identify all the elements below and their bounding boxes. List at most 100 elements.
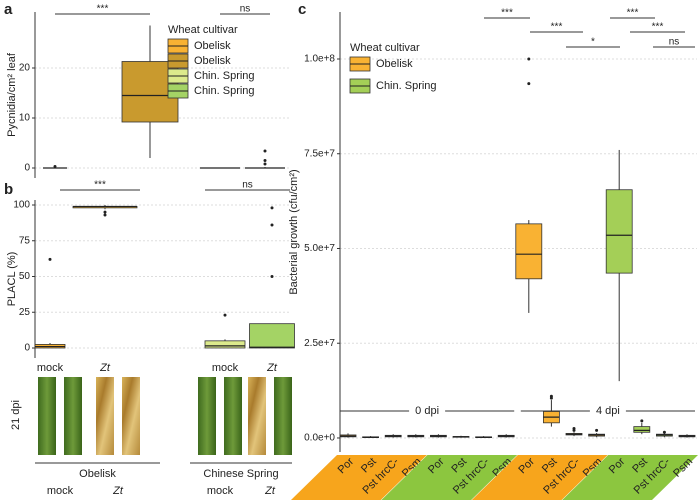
- box-plot: [543, 394, 560, 427]
- outlier: [263, 149, 267, 153]
- box-plot: [588, 428, 605, 438]
- cultivar-band: [291, 455, 427, 500]
- x-tick-label: mock: [37, 362, 64, 374]
- x-tick-label: Zt: [99, 362, 111, 374]
- group-label-bg: [409, 404, 446, 418]
- box: [249, 323, 295, 349]
- group-label: 4 dpi: [596, 405, 620, 417]
- outlier: [595, 428, 599, 432]
- y-tick-label: 100: [13, 200, 30, 211]
- box: [515, 223, 543, 280]
- leaf-image: [274, 377, 292, 455]
- significance-label: ns: [240, 4, 251, 15]
- y-tick-label: 20: [19, 63, 31, 74]
- significance-label: ***: [627, 8, 639, 19]
- outlier: [527, 82, 531, 86]
- box-plot: [515, 57, 543, 313]
- outlier: [103, 210, 107, 214]
- significance-label: ***: [94, 180, 106, 191]
- box-plot: [497, 434, 515, 438]
- box-plot: [565, 427, 583, 437]
- box: [605, 189, 633, 274]
- y-tick-label: 1.0e+8: [304, 54, 335, 65]
- group-label-bg: [589, 404, 626, 418]
- leaf-image: [38, 377, 56, 455]
- leaf-image: [64, 377, 82, 455]
- cultivar-band: [562, 455, 698, 500]
- box-plot: [633, 419, 651, 435]
- leaf-image: [248, 377, 266, 455]
- x-tick-label: mock: [212, 362, 239, 374]
- box-plot: [245, 149, 285, 169]
- treatment-label: mock: [207, 485, 234, 497]
- box-plot: [34, 257, 66, 349]
- y-axis-label: PLACL (%): [6, 252, 18, 307]
- x-tick-label: Zt: [266, 362, 278, 374]
- significance-label: ***: [551, 22, 563, 33]
- cultivar-band: [471, 455, 608, 500]
- outlier: [48, 257, 52, 261]
- y-tick-label: 2.5e+7: [304, 338, 335, 349]
- outlier: [270, 223, 274, 227]
- leaf-image: [224, 377, 242, 455]
- outlier: [572, 427, 576, 431]
- outlier: [223, 313, 227, 317]
- legend-label: Obelisk: [376, 58, 413, 70]
- box-plot: [72, 205, 138, 217]
- box-plot: [475, 436, 493, 438]
- significance-label: ns: [242, 180, 253, 191]
- box-plot: [362, 436, 380, 438]
- significance-label: ***: [97, 4, 109, 15]
- significance-label: ***: [652, 22, 664, 33]
- box-plot: [43, 165, 67, 169]
- treatment-label: mock: [47, 485, 74, 497]
- box-plot: [204, 313, 246, 349]
- y-tick-label: 0: [24, 163, 30, 174]
- outlier: [270, 274, 274, 278]
- y-axis-label: Pycnidia/cm² leaf: [6, 52, 18, 137]
- treatment-label: Zt: [264, 485, 276, 497]
- outlier: [263, 162, 267, 166]
- cultivar-label: Obelisk: [79, 468, 116, 480]
- y-axis-label: Bacterial growth (cfu/cm²): [288, 169, 300, 294]
- box-plot: [249, 206, 295, 349]
- legend-label: Chin. Spring: [376, 80, 437, 92]
- box-plot: [678, 434, 696, 438]
- y-tick-label: 75: [19, 235, 31, 246]
- panel-label: a: [4, 1, 13, 18]
- y-tick-label: 0: [24, 343, 30, 354]
- box: [204, 340, 246, 349]
- significance-label: ***: [501, 8, 513, 19]
- treatment-label: Zt: [112, 485, 124, 497]
- legend-title: Wheat cultivar: [350, 42, 420, 54]
- y-tick-label: 5.0e+7: [304, 243, 335, 254]
- legend-title: Wheat cultivar: [168, 24, 238, 36]
- panel-label: b: [4, 181, 13, 198]
- box-plot: [407, 434, 425, 438]
- cultivar-label: Chinese Spring: [203, 468, 278, 480]
- y-tick-label: 7.5e+7: [304, 148, 335, 159]
- outlier: [53, 165, 57, 168]
- group-label: 0 dpi: [415, 405, 439, 417]
- box-plot: [452, 435, 470, 438]
- leaf-image: [198, 377, 216, 455]
- legend-label: Chin. Spring: [194, 70, 255, 82]
- box-plot: [429, 434, 447, 438]
- outlier: [662, 430, 666, 434]
- y-tick-label: 0.0e+0: [304, 433, 335, 444]
- outlier: [263, 159, 267, 162]
- legend-label: Chin. Spring: [194, 85, 255, 97]
- outlier: [549, 394, 553, 398]
- panel-label: c: [298, 1, 306, 18]
- significance-label: ns: [669, 37, 680, 48]
- leaf-image: [96, 377, 114, 455]
- y-tick-label: 10: [19, 113, 31, 124]
- cultivar-band: [381, 455, 518, 500]
- significance-label: *: [591, 37, 595, 48]
- outlier: [270, 206, 274, 210]
- outlier: [640, 419, 644, 423]
- outlier: [527, 57, 531, 61]
- legend-label: Obelisk: [194, 55, 231, 67]
